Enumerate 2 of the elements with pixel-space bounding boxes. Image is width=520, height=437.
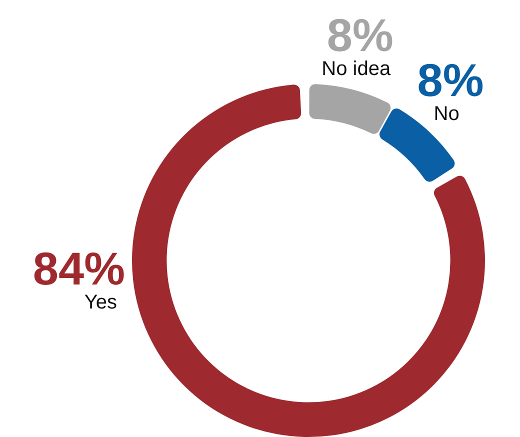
data-label: 84%: [32, 242, 125, 294]
slice-label: Yes: [84, 292, 117, 314]
